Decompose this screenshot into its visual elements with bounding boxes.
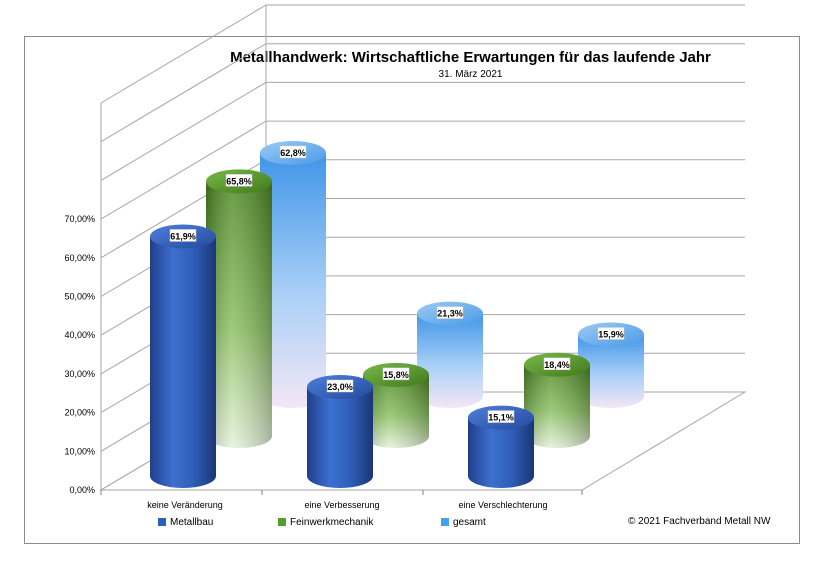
- data-label-box: [487, 410, 515, 423]
- bar-shade: [206, 181, 272, 448]
- data-label: 23,0%: [326, 379, 354, 393]
- data-label-text: 15,8%: [383, 370, 409, 380]
- gridline: [100, 81, 745, 181]
- data-label-box: [382, 367, 410, 381]
- y-tick-label: 40,00%: [64, 330, 95, 340]
- bar-metallbau-0: [150, 224, 216, 488]
- bar-body: [260, 152, 326, 408]
- bar-body: [417, 313, 483, 408]
- data-label: 15,1%: [487, 410, 515, 423]
- data-label: 18,4%: [543, 357, 571, 371]
- data-label: 65,8%: [225, 174, 253, 187]
- y-tick-label: 30,00%: [64, 369, 95, 379]
- data-label-text: 65,8%: [226, 176, 252, 186]
- copyright-text: © 2021 Fachverband Metall NW: [628, 516, 771, 527]
- data-label-text: 23,0%: [327, 382, 353, 392]
- legend-swatch: [441, 518, 449, 527]
- y-tick-label: 20,00%: [64, 408, 95, 418]
- y-tick-label: 70,00%: [64, 214, 95, 224]
- y-tick-label: 0,00%: [69, 485, 95, 495]
- bar-body: [468, 417, 534, 488]
- bar-feinwerkmechanik-0: [206, 169, 272, 448]
- bar-body: [150, 236, 216, 488]
- legend-label: gesamt: [453, 517, 486, 528]
- bar-feinwerkmechanik-1: [363, 362, 429, 448]
- data-label-box: [436, 306, 464, 319]
- data-label: 21,3%: [436, 306, 464, 319]
- data-label-text: 18,4%: [544, 360, 570, 370]
- legend-swatch: [278, 518, 286, 527]
- data-label-box: [326, 379, 354, 393]
- category-label: keine Veränderung: [147, 500, 223, 510]
- data-label-box: [225, 174, 253, 187]
- legend-label: Feinwerkmechanik: [290, 517, 374, 528]
- bar-layer: [150, 140, 644, 488]
- y-tick-label: 10,00%: [64, 446, 95, 456]
- data-label-text: 62,8%: [280, 148, 306, 158]
- category-label: eine Verbesserung: [304, 500, 379, 510]
- data-label-text: 15,9%: [598, 329, 624, 339]
- bar-body: [578, 334, 644, 408]
- data-label: 15,8%: [382, 367, 410, 381]
- legend-swatch: [158, 518, 166, 527]
- chart-subtitle: 31. März 2021: [438, 69, 503, 80]
- data-label: 62,8%: [279, 145, 307, 159]
- data-label-box: [169, 229, 197, 242]
- gridline: [100, 43, 745, 143]
- data-label: 61,9%: [169, 229, 197, 242]
- data-label-box: [543, 357, 571, 371]
- bar-body: [307, 386, 373, 488]
- y-tick-label: 60,00%: [64, 253, 95, 263]
- data-label-box: [597, 327, 625, 340]
- data-label-text: 15,1%: [488, 413, 514, 423]
- legend-item-gesamt: gesamt: [441, 517, 486, 528]
- chart-title: Metallhandwerk: Wirtschaftliche Erwartun…: [230, 49, 711, 66]
- y-tick-label: 50,00%: [64, 292, 95, 302]
- gridline: [100, 4, 745, 104]
- gridline: [100, 120, 745, 220]
- bar-gesamt-0: [260, 140, 326, 408]
- legend-label: Metallbau: [170, 517, 214, 528]
- data-label-text: 21,3%: [437, 309, 463, 319]
- bar-feinwerkmechanik-2: [524, 352, 590, 448]
- label-layer: 62,8% 21,3% 15,9% 65,8% 15,8% 18,4% 61,9% 23,0%…: [169, 145, 625, 423]
- data-label: 15,9%: [597, 327, 625, 340]
- bar-shade: [363, 374, 429, 448]
- legend-item-metallbau: Metallbau: [158, 517, 213, 528]
- legend-item-feinwerkmechanik: Feinwerkmechanik: [278, 517, 373, 528]
- data-label-box: [279, 145, 307, 159]
- bar-shade: [524, 364, 590, 448]
- axis-layer: 0,00% 10,00% 20,00% 30,00% 40,00% 50,00% 60,00…: [64, 214, 583, 510]
- data-label-text: 61,9%: [170, 231, 196, 241]
- category-label: eine Verschlechterung: [458, 500, 547, 510]
